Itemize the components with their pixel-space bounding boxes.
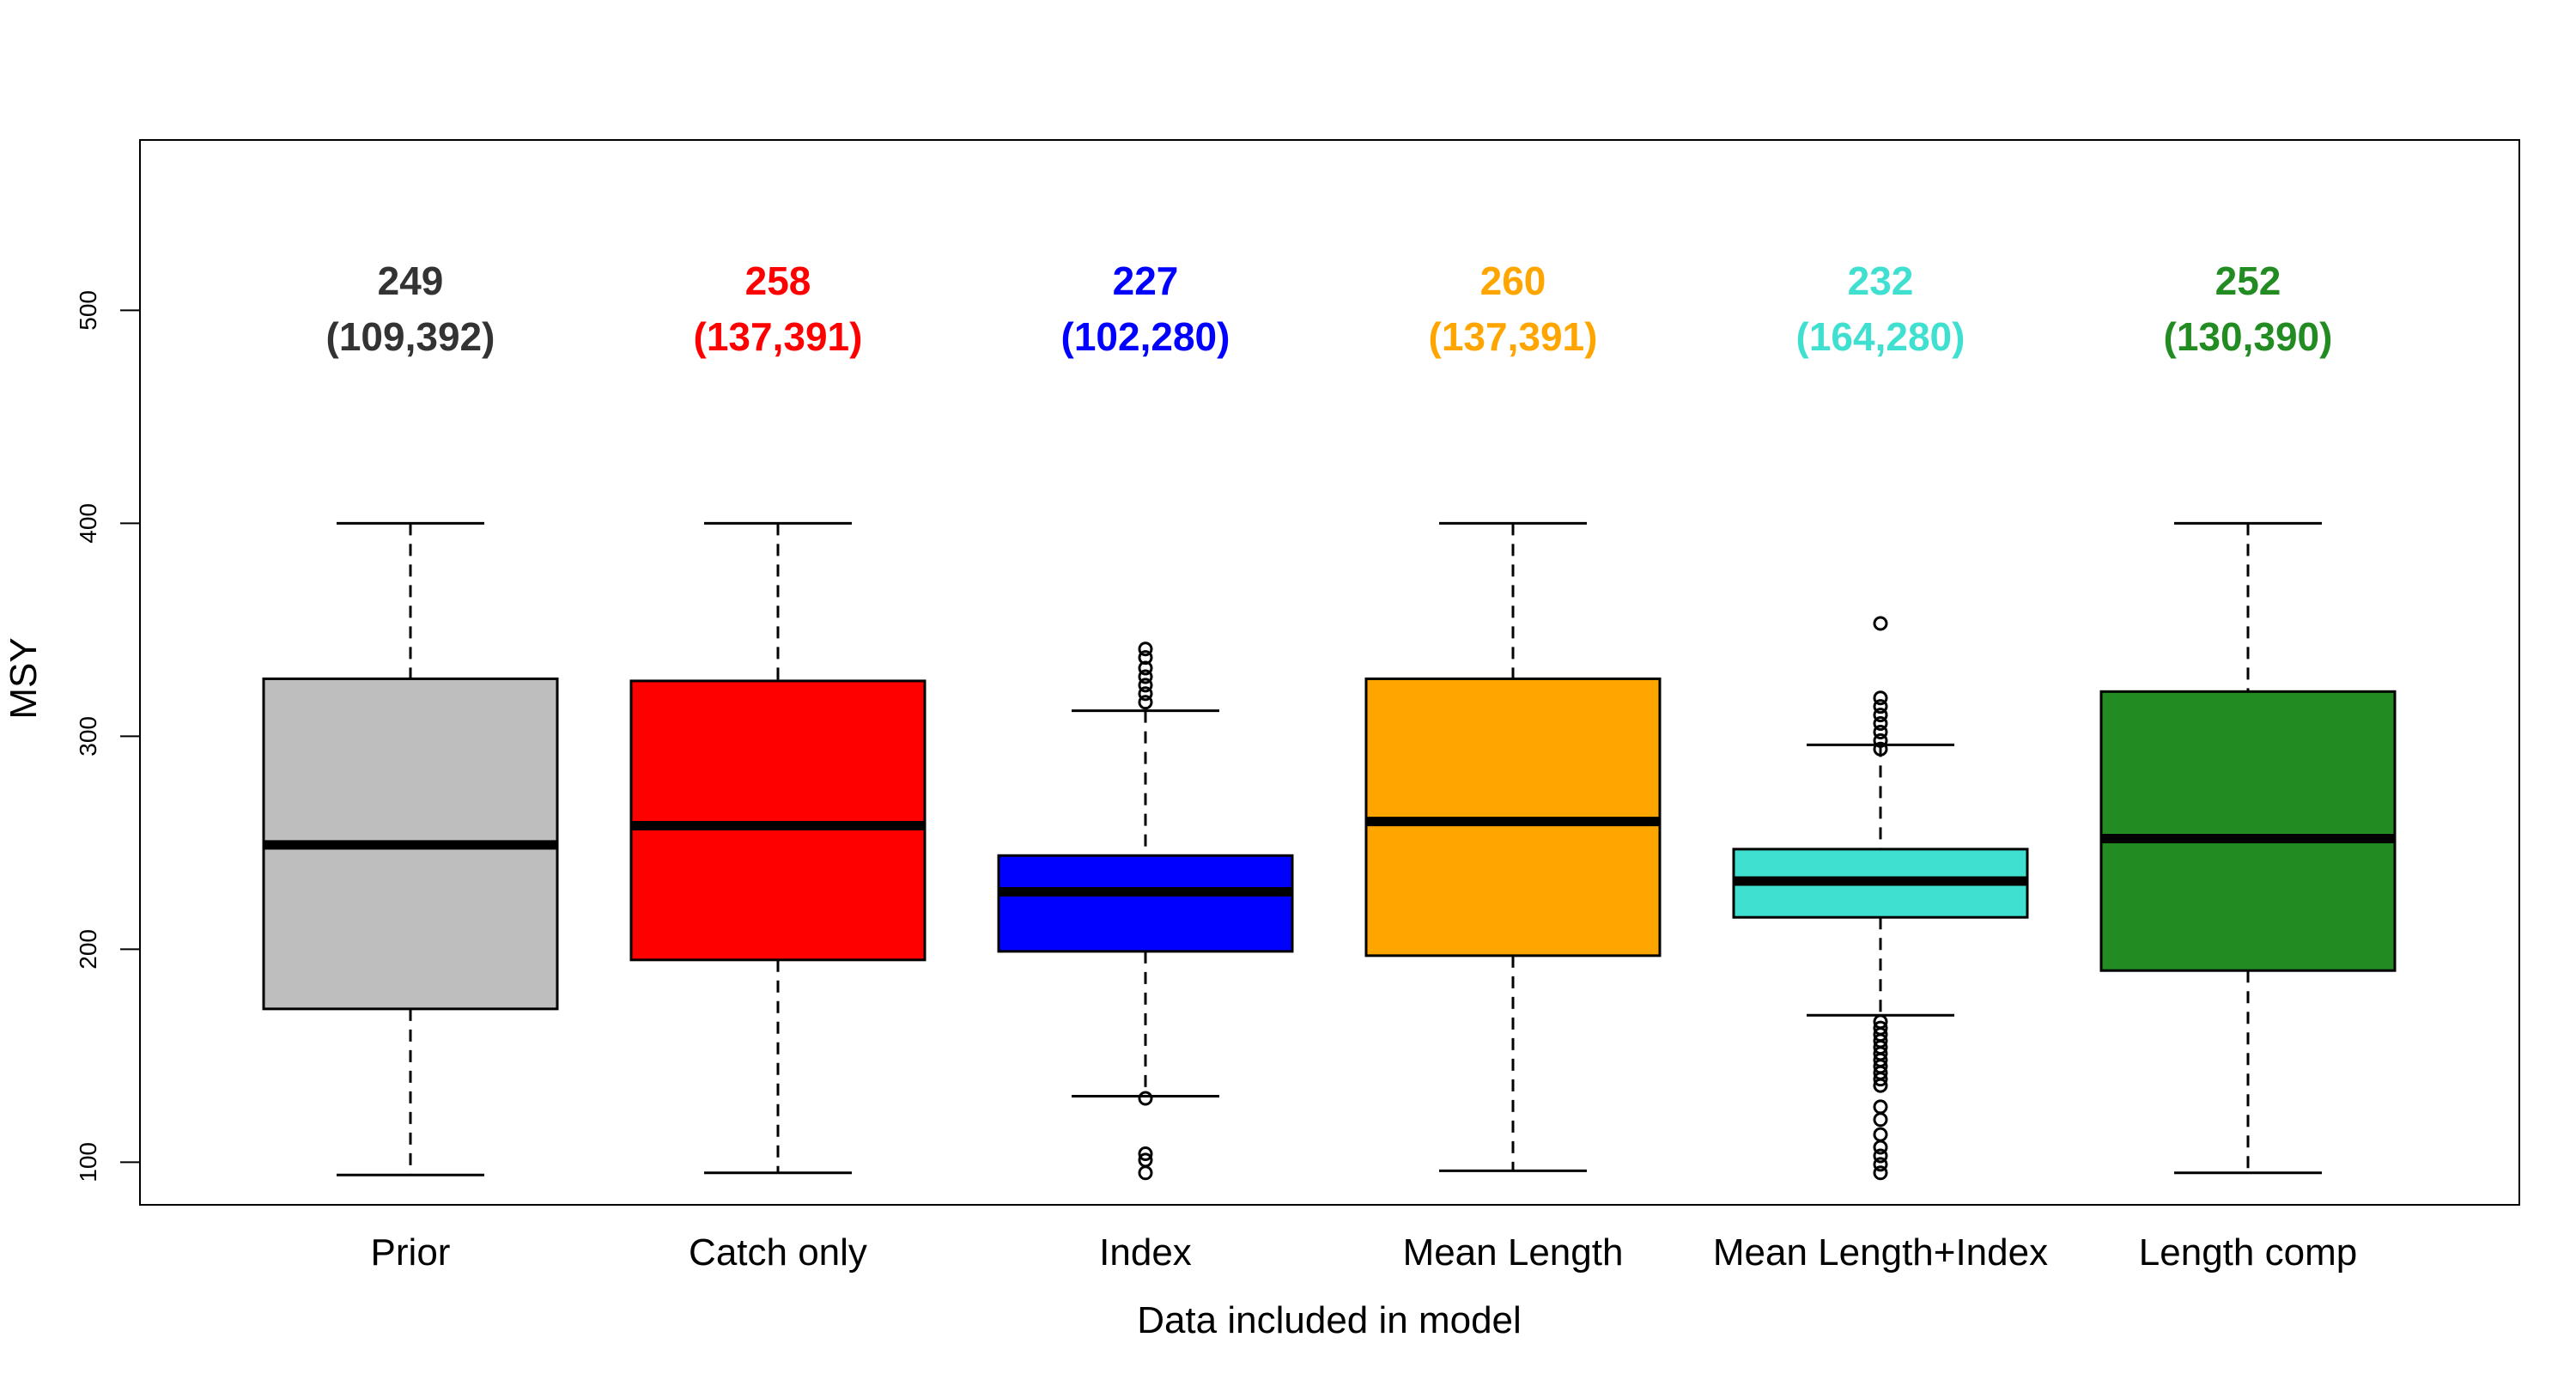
range-annotation: (102,280): [1061, 314, 1230, 359]
outlier-point: [1873, 708, 1888, 723]
outlier-point: [1873, 741, 1888, 757]
box-group: 258 (137,391) Catch only: [629, 258, 927, 1274]
outlier-point: [1873, 716, 1888, 732]
x-axis-label: Data included in model: [1137, 1299, 1522, 1341]
outlier-point: [1873, 699, 1888, 714]
y-axis: 100 200 300 400 500: [75, 290, 141, 1182]
box-iqr: [997, 854, 1294, 953]
outlier-point: [1873, 1148, 1888, 1164]
range-annotation: (130,390): [2164, 314, 2333, 359]
range-annotation: (137,391): [694, 314, 863, 359]
outlier-point: [1873, 1014, 1888, 1030]
outlier-point: [1138, 641, 1153, 657]
median-annotation: 249: [378, 258, 444, 303]
median-annotation: 260: [1480, 258, 1546, 303]
outlier-point: [1873, 1099, 1888, 1115]
outlier-point: [1138, 1091, 1153, 1106]
range-annotation: (164,280): [1796, 314, 1965, 359]
box-iqr: [629, 679, 927, 962]
outlier-point: [1138, 1152, 1153, 1168]
x-tick-label: Mean Length+Index: [1713, 1231, 2048, 1274]
outlier-point: [1138, 660, 1153, 676]
outlier-point: [1873, 1127, 1888, 1142]
outlier-point: [1873, 724, 1888, 739]
box-group: 260 (137,391) Mean Length: [1364, 258, 1662, 1274]
y-axis-label: MSY: [3, 637, 45, 719]
range-annotation: (109,392): [326, 314, 495, 359]
median-annotation: 232: [1848, 258, 1914, 303]
median-annotation: 258: [745, 258, 811, 303]
box-group: 232 (164,280) Mean Length+Index: [1713, 258, 2048, 1274]
outlier-point: [1138, 669, 1153, 684]
x-tick-label: Mean Length: [1403, 1231, 1624, 1274]
outlier-point: [1873, 690, 1888, 706]
box-iqr: [2099, 690, 2397, 972]
range-annotation: (137,391): [1429, 314, 1598, 359]
x-tick-label: Catch only: [689, 1231, 867, 1274]
outlier-point: [1138, 1146, 1153, 1161]
outlier-point: [1138, 686, 1153, 702]
outlier-point: [1138, 678, 1153, 693]
box-group: 252 (130,390) Length comp: [2099, 258, 2397, 1274]
y-tick-label: 200: [75, 929, 101, 970]
median-annotation: 252: [2215, 258, 2281, 303]
outlier-point: [1138, 695, 1153, 710]
x-tick-label: Length comp: [2139, 1231, 2357, 1274]
x-tick-label: Prior: [371, 1231, 451, 1274]
outlier-point: [1138, 650, 1153, 666]
box-group: 227 (102,280) Index: [997, 258, 1294, 1274]
outlier-point: [1873, 733, 1888, 748]
outlier-point: [1873, 1157, 1888, 1172]
outlier-point: [1873, 1020, 1888, 1036]
median-annotation: 227: [1113, 258, 1179, 303]
outlier-point: [1873, 616, 1888, 631]
y-tick-label: 300: [75, 716, 101, 757]
outlier-point: [1873, 1165, 1888, 1181]
y-tick-label: 400: [75, 503, 101, 544]
x-tick-label: Index: [1099, 1231, 1192, 1274]
y-tick-label: 100: [75, 1142, 101, 1182]
box-group: 249 (109,392) Prior: [262, 258, 559, 1274]
y-tick-label: 500: [75, 290, 101, 331]
